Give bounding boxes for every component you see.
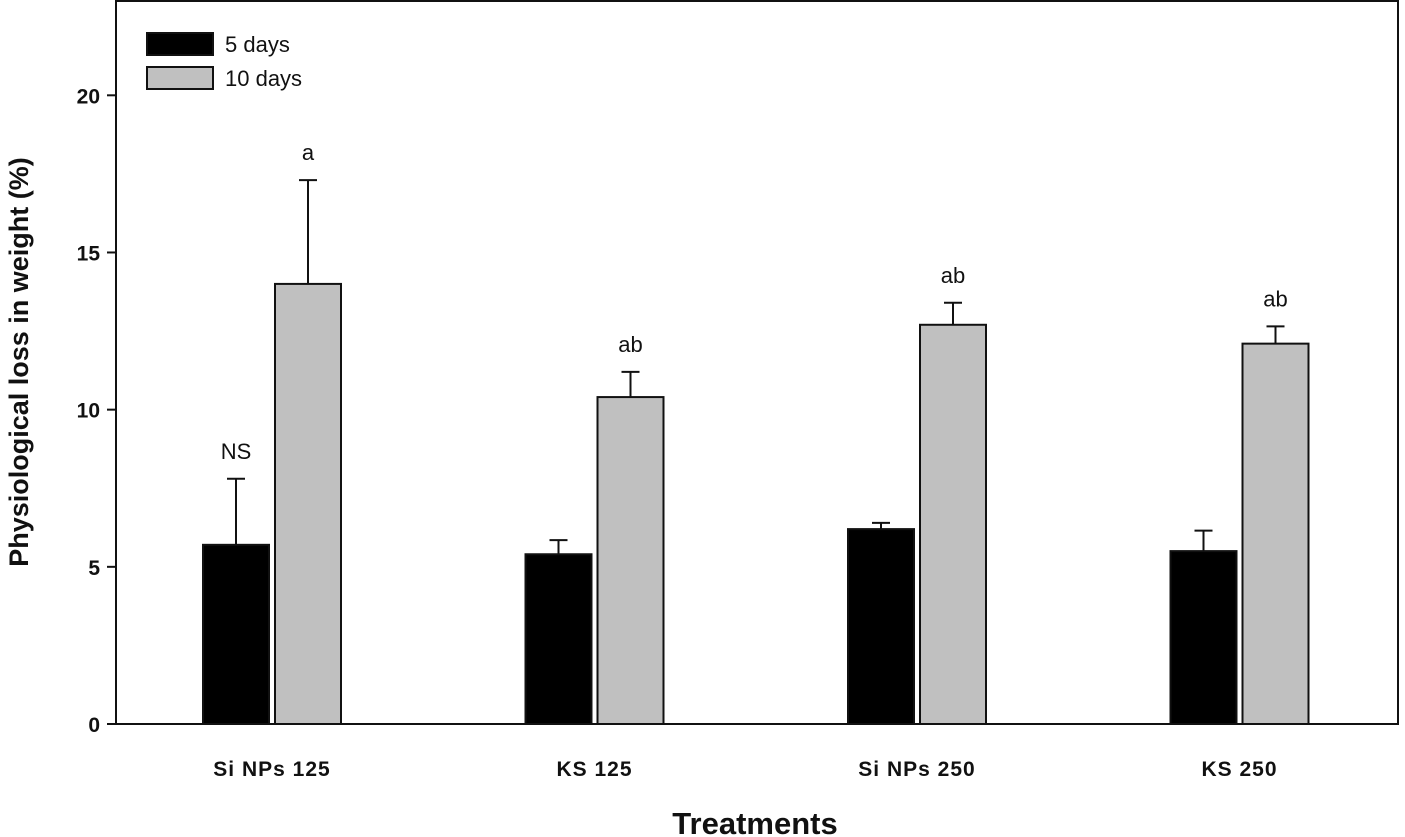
x-tick-label-0: Si NPs 125 (213, 758, 330, 781)
bar-5days-2 (847, 528, 915, 726)
legend-label-0: 5 days (225, 32, 290, 57)
x-tick-label-3: KS 250 (1201, 758, 1277, 781)
y-tick-label-0: 0 (88, 714, 100, 737)
y-tick-label-4: 20 (77, 85, 100, 108)
bar-5days-3 (1169, 550, 1238, 726)
bar-10days-3 (1241, 342, 1310, 725)
y-axis-ticks: 0 5 10 15 20 (77, 85, 116, 737)
bar-5days-1 (524, 553, 593, 726)
x-tick-label-1: KS 125 (556, 758, 632, 781)
significance-label-1: a (302, 140, 315, 165)
significance-label-3: ab (941, 263, 965, 288)
legend-swatch-1 (146, 66, 214, 90)
error-bars (227, 179, 1285, 555)
y-tick-label-1: 5 (88, 557, 100, 580)
bar-5days-0 (202, 543, 270, 725)
y-axis-label: Physiological loss in weight (%) (4, 157, 34, 567)
significance-label-4: ab (1263, 286, 1287, 311)
x-tick-label-2: Si NPs 250 (858, 758, 975, 781)
legend-swatch-0 (146, 32, 214, 56)
bar-10days-0 (274, 282, 342, 725)
bar-10days-2 (919, 323, 987, 725)
significance-label-2: ab (618, 332, 642, 357)
x-axis-label: Treatments (672, 806, 837, 837)
significance-labels: NSaabababababb (221, 140, 1288, 464)
significance-label-0: NS (221, 439, 252, 464)
y-tick-label-3: 15 (77, 242, 101, 265)
y-tick-label-2: 10 (77, 400, 100, 423)
legend: 5 days 10 days (146, 32, 302, 91)
bars (202, 282, 1310, 726)
plot-frame (115, 0, 1399, 725)
bar-10days-1 (596, 396, 665, 725)
legend-label-1: 10 days (225, 66, 302, 91)
